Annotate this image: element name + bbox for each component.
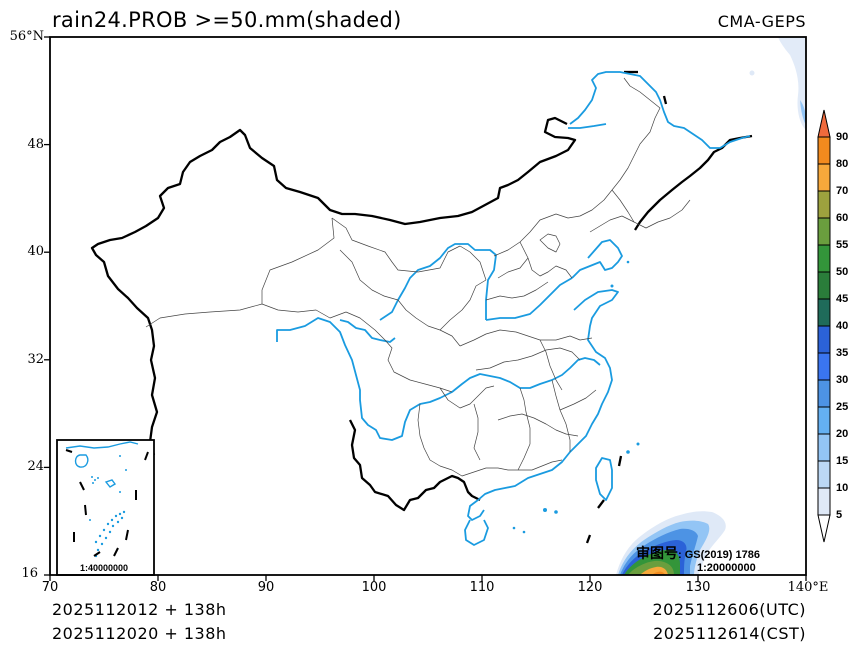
probability-shading-southeast (616, 511, 726, 575)
national-border (90, 116, 753, 512)
probability-shading-northeast (749, 37, 806, 130)
chart-title: rain24.PROB >=50.mm(shaded) (52, 8, 402, 32)
colorbar-label-90: 90 (836, 131, 849, 143)
colorbar-label-30: 30 (836, 374, 849, 386)
lat-tick-40: 40 (27, 244, 44, 259)
inset-map-scale: 1:40000000 (80, 563, 129, 573)
lon-tick-70: 70 (41, 580, 59, 595)
main-map-scale: 1:20000000 (697, 562, 756, 574)
lon-tick-140: 140°E (787, 580, 829, 595)
model-source: CMA-GEPS (717, 12, 806, 31)
map-approval-number: 审图号: GS(2019) 1786 (636, 543, 760, 563)
valid-time-cst: 2025112614(CST) (653, 624, 806, 643)
colorbar-label-35: 35 (836, 347, 849, 359)
approval-label: 审图号 (636, 546, 678, 562)
provincial-boundaries (145, 77, 691, 477)
colorbar-label-70: 70 (836, 185, 849, 197)
maritime-boundary-dashes (585, 70, 668, 544)
colorbar-label-25: 25 (836, 401, 849, 413)
lon-tick-110: 110 (469, 580, 495, 595)
init-time-cst: 2025112020 + 138h (52, 624, 227, 643)
lat-tick-48: 48 (27, 137, 44, 152)
lon-tick-130: 130 (685, 580, 711, 595)
colorbar-label-55: 55 (836, 239, 849, 251)
colorbar-label-60: 60 (836, 212, 849, 224)
colorbar-label-20: 20 (836, 428, 849, 440)
init-time-utc: 2025112012 + 138h (52, 600, 227, 619)
colorbar-label-45: 45 (836, 293, 849, 305)
rivers-and-coastline (276, 71, 751, 546)
lon-tick-120: 120 (577, 580, 603, 595)
axis-ticks (44, 36, 807, 581)
lat-tick-24: 24 (27, 459, 44, 474)
colorbar-label-10: 10 (836, 482, 849, 494)
colorbar-label-15: 15 (836, 455, 849, 467)
valid-time-utc: 2025112606(UTC) (652, 600, 806, 619)
inset-south-china-sea (56, 439, 155, 576)
lon-tick-100: 100 (361, 580, 387, 595)
island-dots (512, 260, 640, 534)
approval-code: : GS(2019) 1786 (678, 549, 760, 561)
colorbar-label-5: 5 (836, 509, 843, 521)
lon-tick-80: 80 (149, 580, 167, 595)
colorbar (817, 109, 831, 543)
lat-tick-56: 56°N (9, 29, 44, 44)
colorbar-label-40: 40 (836, 320, 849, 332)
plot-frame (49, 36, 807, 576)
colorbar-label-50: 50 (836, 266, 849, 278)
lat-tick-32: 32 (27, 352, 44, 367)
lon-tick-90: 90 (257, 580, 275, 595)
colorbar-label-80: 80 (836, 158, 849, 170)
lat-tick-16: 16 (21, 566, 38, 581)
